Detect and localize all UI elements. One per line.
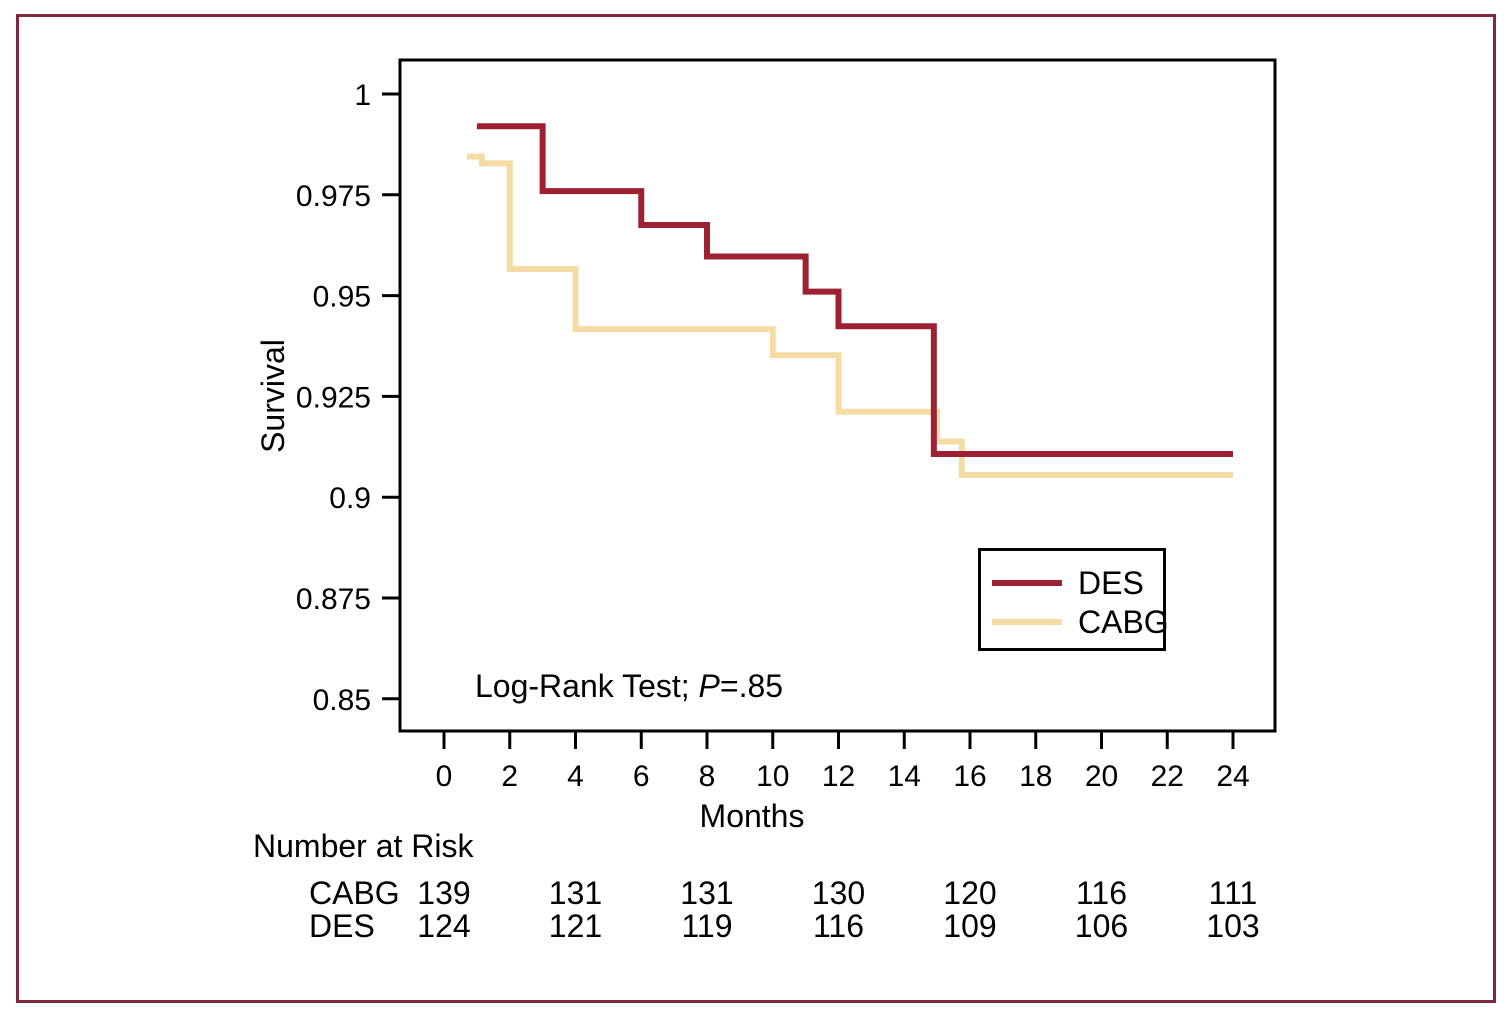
x-tick-label: 24 — [1216, 760, 1249, 793]
y-tick-label: 0.85 — [313, 684, 371, 717]
x-tick-label: 4 — [567, 760, 584, 793]
risk-value-des-month-24: 103 — [1206, 908, 1260, 944]
y-tick-label: 0.925 — [296, 381, 371, 414]
risk-value-des-month-20: 106 — [1074, 908, 1129, 944]
risk-value-des-month-8: 119 — [681, 908, 733, 944]
risk-value-cabg-month-20: 116 — [1075, 875, 1127, 911]
outer-frame — [16, 14, 1496, 1003]
risk-value-cabg-month-0: 139 — [417, 875, 471, 911]
x-axis-label: Months — [699, 798, 805, 834]
risk-value-des-month-0: 124 — [417, 908, 471, 944]
x-tick-label: 16 — [953, 760, 986, 793]
log-rank-annotation: Log-Rank Test; P=.85 — [475, 668, 783, 704]
annotation-suffix: =.85 — [719, 668, 784, 704]
x-tick-label: 20 — [1085, 760, 1118, 793]
risk-value-cabg-month-4: 131 — [548, 875, 603, 911]
risk-value-cabg-month-12: 130 — [811, 875, 866, 911]
des-line-swatch — [992, 580, 1062, 586]
x-tick-label: 6 — [633, 760, 650, 793]
legend: DES CABG — [978, 548, 1169, 651]
x-tick-label: 18 — [1019, 760, 1052, 793]
x-tick-label: 0 — [436, 760, 453, 793]
x-tick-label: 2 — [501, 760, 518, 793]
risk-row-label-des: DES — [309, 908, 375, 944]
legend-label-des: DES — [1078, 565, 1144, 601]
x-tick-label: 22 — [1151, 760, 1184, 793]
annotation-prefix: Log-Rank Test; — [475, 668, 699, 704]
x-tick-label: 12 — [822, 760, 855, 793]
y-tick-label: 0.95 — [313, 281, 371, 314]
risk-value-des-month-4: 121 — [548, 908, 603, 944]
legend-label-cabg: CABG — [1078, 604, 1169, 640]
y-tick-label: 0.875 — [296, 583, 371, 616]
risk-row-label-cabg: CABG — [309, 875, 400, 911]
x-tick-label: 10 — [756, 760, 789, 793]
risk-value-des-month-16: 109 — [943, 908, 997, 944]
plot-frame — [398, 58, 1277, 733]
risk-value-des-month-12: 116 — [812, 908, 864, 944]
annotation-p-symbol: P — [698, 668, 720, 704]
cabg-line-swatch — [992, 619, 1062, 625]
risk-value-cabg-month-8: 131 — [680, 875, 734, 911]
series-line-cabg — [467, 153, 1233, 479]
y-tick-label: 0.975 — [296, 180, 371, 213]
x-tick-label: 8 — [699, 760, 716, 793]
series-line-des — [476, 123, 1233, 458]
risk-table-title: Number at Risk — [253, 828, 474, 864]
x-tick-label: 14 — [888, 760, 921, 793]
y-tick-label: 1 — [354, 79, 371, 112]
risk-value-cabg-month-16: 120 — [943, 875, 997, 911]
risk-value-cabg-month-24: 111 — [1208, 875, 1258, 911]
y-tick-label: 0.9 — [329, 482, 371, 515]
